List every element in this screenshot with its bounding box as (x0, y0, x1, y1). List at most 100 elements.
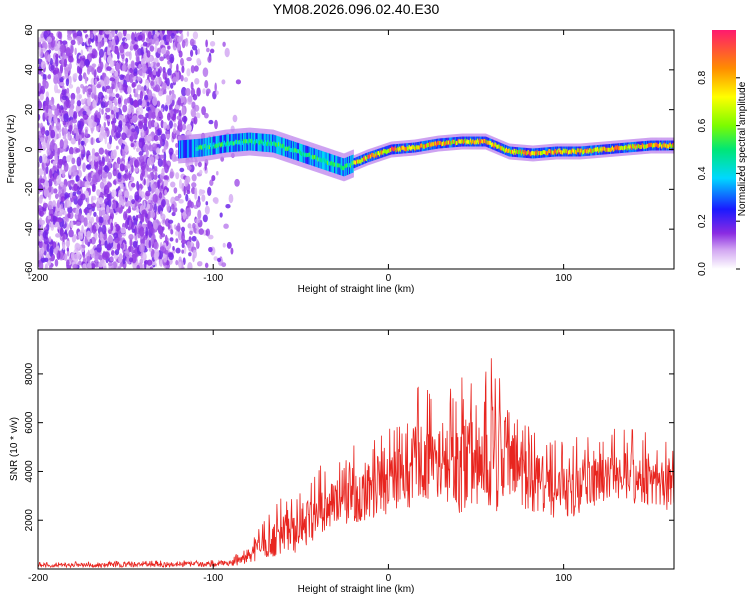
spectrogram-xtick-label: 0 (386, 273, 392, 284)
trace-core (650, 142, 652, 147)
trace-core (289, 147, 291, 152)
spectrogram-noise-cell (130, 246, 134, 254)
spectrogram-noise-cell (157, 111, 163, 118)
trace-core (612, 147, 614, 152)
spectrogram-noise-cell (90, 195, 94, 204)
trace-core (669, 142, 671, 147)
spectrogram-noise-cell (185, 207, 192, 217)
spectrogram-noise-cell (121, 64, 127, 72)
trace-core (617, 146, 620, 151)
trace-core (345, 164, 347, 169)
spectrogram-noise-layer (38, 30, 242, 269)
spectrogram-noise-cell (171, 203, 175, 210)
spectrogram-noise-cell (140, 161, 147, 171)
spectrogram-noise-cell (235, 79, 242, 85)
spectrogram-noise-cell (49, 140, 54, 151)
spectrogram-signal-trace (178, 127, 674, 182)
spectrogram-noise-cell (150, 81, 155, 86)
spectrogram-noise-cell (62, 40, 68, 45)
chart-title: YM08.2026.096.02.40.E30 (273, 1, 440, 17)
trace-core (451, 140, 453, 145)
spectrogram-noise-cell (197, 209, 202, 220)
trace-core (665, 143, 667, 148)
trace-core (273, 141, 275, 146)
spectrogram-noise-cell (155, 107, 159, 117)
trace-core (433, 141, 436, 146)
spectrogram-noise-cell (149, 155, 155, 166)
spectrogram-noise-cell (209, 40, 216, 47)
spectrogram-noise-cell (49, 57, 53, 66)
trace-core (521, 149, 523, 154)
spectrogram-noise-cell (197, 48, 200, 55)
spectrogram-noise-cell (54, 210, 58, 218)
spectrogram-noise-cell (91, 187, 96, 193)
trace-core (195, 147, 197, 152)
trace-core (542, 150, 544, 155)
trace-core (561, 150, 564, 155)
trace-core (293, 148, 296, 153)
spectrogram-noise-cell (186, 124, 192, 132)
spectrogram-noise-cell (55, 53, 59, 59)
trace-core (666, 144, 668, 149)
spectrogram-noise-cell (160, 47, 167, 55)
spectrogram-noise-cell (86, 255, 91, 262)
trace-core (427, 142, 430, 147)
trace-core (307, 152, 310, 157)
trace-core (388, 148, 390, 153)
spectrogram-noise-cell (179, 167, 185, 173)
trace-core (430, 142, 432, 147)
spectrogram-noise-cell (52, 215, 56, 226)
spectrogram-noise-cell (126, 208, 132, 214)
trace-core (646, 143, 649, 148)
spectrogram-noise-cell (176, 30, 179, 34)
spectrogram-noise-cell (230, 247, 234, 255)
spectrogram-noise-cell (40, 127, 46, 136)
spectrogram-noise-cell (51, 200, 57, 207)
trace-core (320, 158, 323, 163)
spectrogram-noise-cell (59, 227, 64, 237)
trace-core (337, 163, 339, 168)
spectrogram-noise-cell (94, 114, 98, 123)
trace-core (344, 163, 346, 168)
spectrogram-noise-cell (171, 211, 176, 217)
spectrogram-noise-cell (72, 253, 79, 264)
spectrogram-noise-cell (108, 229, 112, 235)
trace-core (233, 141, 235, 146)
trace-core (385, 150, 387, 155)
spectrogram-noise-cell (174, 105, 181, 110)
spectrogram-noise-cell (63, 162, 69, 172)
trace-core (262, 141, 264, 146)
spectrogram-ylabel: Frequency (Hz) (6, 115, 17, 184)
spectrogram-noise-cell (156, 62, 160, 67)
spectrogram-noise-cell (128, 195, 134, 201)
spectrogram-noise-cell (223, 223, 229, 229)
trace-core (545, 150, 547, 155)
trace-core (668, 143, 670, 148)
spectrogram-noise-cell (104, 30, 111, 35)
spectrogram-noise-cell (86, 262, 92, 269)
spectrogram-noise-cell (107, 262, 113, 267)
trace-core (225, 142, 227, 147)
spectrogram-noise-cell (91, 159, 94, 170)
spectrogram-noise-cell (74, 47, 77, 56)
trace-core (353, 160, 355, 165)
spectrogram-noise-cell (112, 179, 117, 185)
spectrogram-noise-cell (75, 86, 81, 95)
spectrogram-noise-cell (131, 228, 136, 233)
trace-core (218, 142, 220, 147)
spectrogram-noise-cell (118, 255, 122, 264)
trace-core (304, 153, 306, 158)
spectrogram-noise-cell (124, 98, 128, 105)
trace-core (437, 140, 439, 145)
trace-core (301, 150, 303, 155)
spectrogram-noise-cell (140, 46, 144, 57)
spectrogram-noise-cell (197, 112, 201, 119)
spectrogram-noise-cell (64, 66, 69, 75)
trace-core (463, 139, 465, 144)
spectrogram-noise-cell (135, 53, 140, 63)
spectrogram-noise-cell (128, 257, 134, 263)
spectrogram-noise-cell (111, 189, 117, 198)
spectrogram-noise-cell (55, 233, 61, 238)
spectrogram-noise-cell (152, 69, 157, 76)
